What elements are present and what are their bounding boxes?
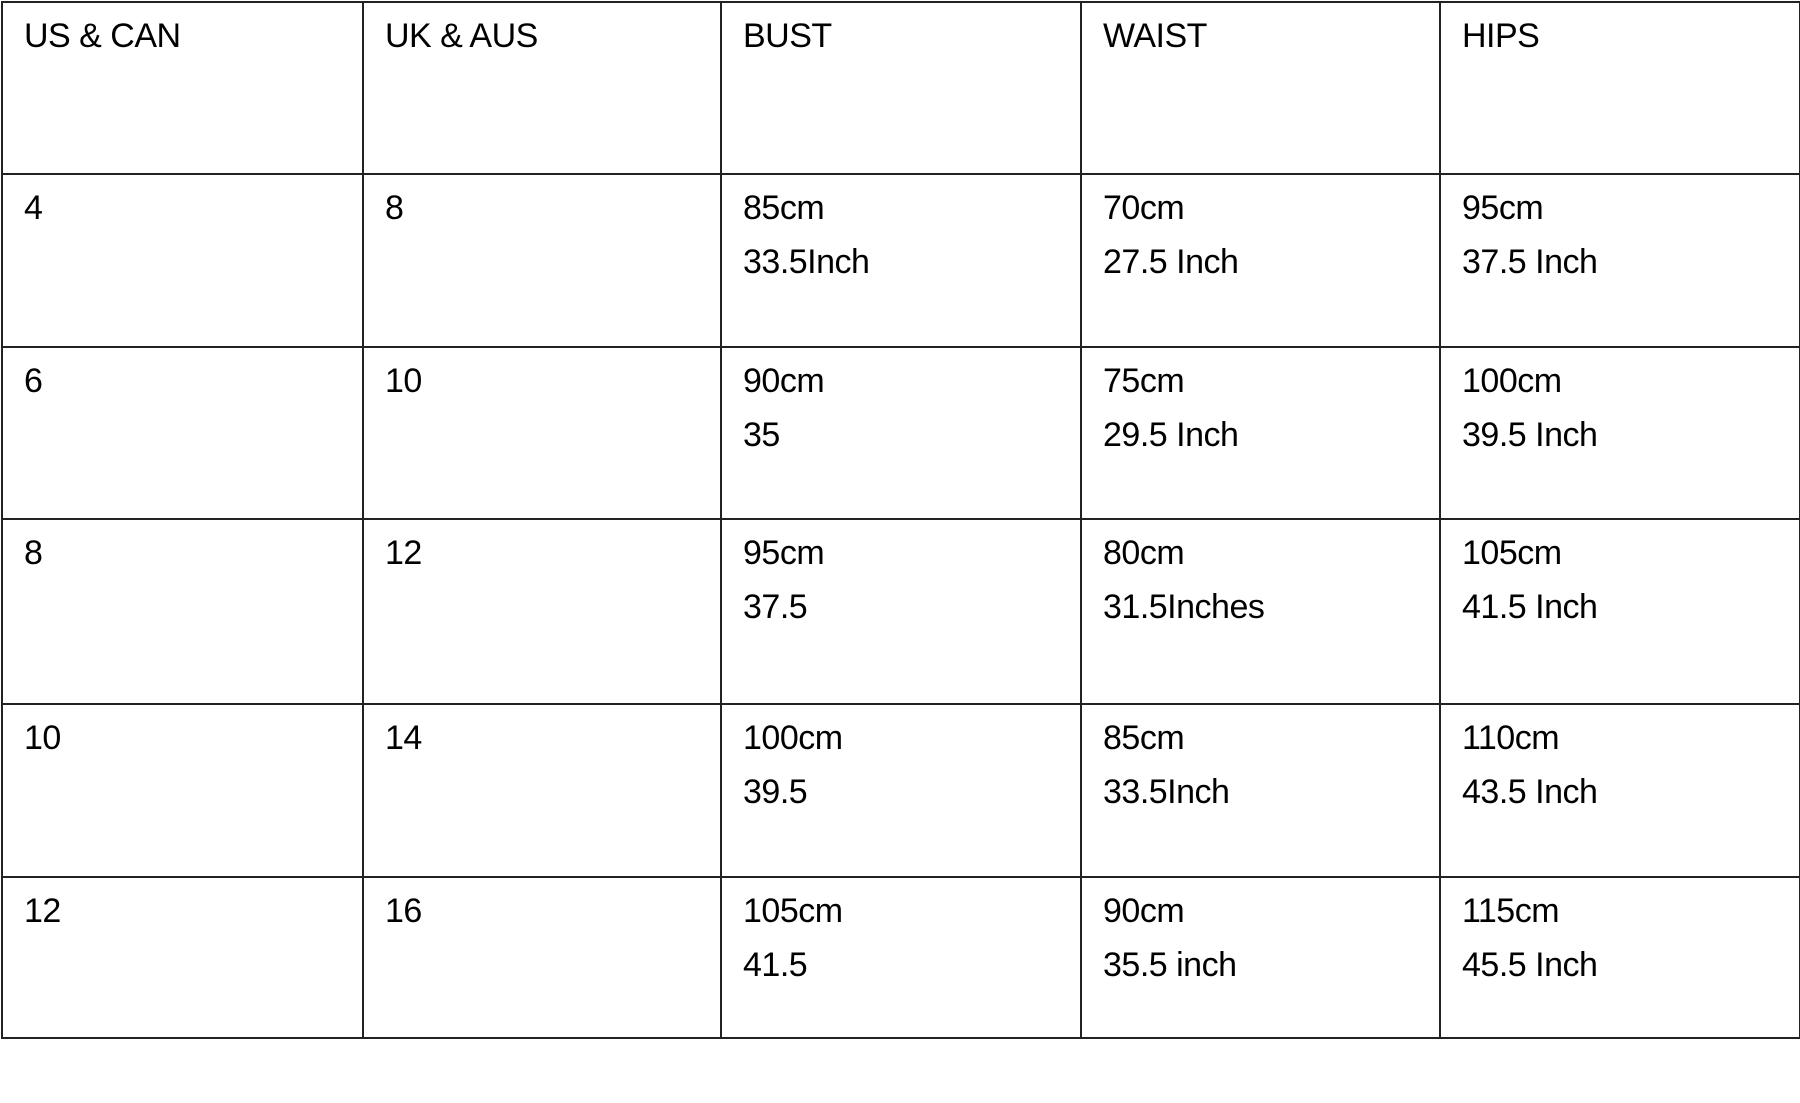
cell-uk-aus: 14 xyxy=(362,703,722,878)
cm-value: 90cm xyxy=(1103,892,1185,930)
table-row: 10 14 100cm 39.5 85cm 33.5Inch 110cm 43.5 Inch xyxy=(1,703,1800,878)
cell-bust: 85cm 33.5Inch xyxy=(720,173,1082,348)
cm-value: 75cm xyxy=(1103,362,1185,400)
cm-value: 70cm xyxy=(1103,189,1185,227)
cell-uk-aus: 10 xyxy=(362,346,722,520)
inch-value: 35 xyxy=(743,416,780,454)
inch-value: 39.5 Inch xyxy=(1462,416,1598,454)
inch-value: 43.5 Inch xyxy=(1462,773,1598,811)
cm-value: 95cm xyxy=(1462,189,1544,227)
inch-value: 41.5 xyxy=(743,946,808,984)
table-row: 12 16 105cm 41.5 90cm 35.5 inch 115cm 45.5 Inch xyxy=(1,876,1800,1039)
cell-hips: 95cm 37.5 Inch xyxy=(1439,173,1800,348)
size-value: 10 xyxy=(24,719,61,757)
cm-value: 105cm xyxy=(743,892,843,930)
size-value: 8 xyxy=(24,534,43,572)
cell-waist: 80cm 31.5Inches xyxy=(1080,518,1441,705)
cm-value: 105cm xyxy=(1462,534,1562,572)
inch-value: 33.5Inch xyxy=(743,243,870,281)
inch-value: 45.5 Inch xyxy=(1462,946,1598,984)
inch-value: 39.5 xyxy=(743,773,808,811)
size-value: 8 xyxy=(385,189,404,227)
header-row: US & CAN UK & AUS BUST WAIST HIPS xyxy=(1,1,1800,175)
header-hips: HIPS xyxy=(1439,1,1800,175)
cell-bust: 90cm 35 xyxy=(720,346,1082,520)
cell-us-can: 4 xyxy=(1,173,364,348)
cell-us-can: 8 xyxy=(1,518,364,705)
cell-waist: 75cm 29.5 Inch xyxy=(1080,346,1441,520)
size-value: 4 xyxy=(24,189,43,227)
size-chart-table: US & CAN UK & AUS BUST WAIST HIPS 4 8 85cm… xyxy=(1,1,1800,1039)
table-row: 8 12 95cm 37.5 80cm 31.5Inches 105cm 41.5 Inch xyxy=(1,518,1800,705)
header-us-can: US & CAN xyxy=(1,1,364,175)
cell-us-can: 6 xyxy=(1,346,364,520)
size-value: 14 xyxy=(385,719,422,757)
cm-value: 115cm xyxy=(1462,892,1560,930)
inch-value: 41.5 Inch xyxy=(1462,588,1598,626)
header-uk-aus: UK & AUS xyxy=(362,1,722,175)
cell-bust: 95cm 37.5 xyxy=(720,518,1082,705)
header-bust: BUST xyxy=(720,1,1082,175)
cm-value: 100cm xyxy=(743,719,843,757)
inch-value: 37.5 Inch xyxy=(1462,243,1598,281)
cell-bust: 100cm 39.5 xyxy=(720,703,1082,878)
inch-value: 29.5 Inch xyxy=(1103,416,1239,454)
inch-value: 35.5 inch xyxy=(1103,946,1237,984)
inch-value: 33.5Inch xyxy=(1103,773,1230,811)
cm-value: 80cm xyxy=(1103,534,1185,572)
header-waist: WAIST xyxy=(1080,1,1441,175)
inch-value: 31.5Inches xyxy=(1103,588,1265,626)
size-value: 16 xyxy=(385,892,422,930)
cell-us-can: 10 xyxy=(1,703,364,878)
size-value: 12 xyxy=(24,892,61,930)
cell-hips: 110cm 43.5 Inch xyxy=(1439,703,1800,878)
table-row: 6 10 90cm 35 75cm 29.5 Inch 100cm 39.5 Inch xyxy=(1,346,1800,520)
cm-value: 90cm xyxy=(743,362,825,400)
cell-us-can: 12 xyxy=(1,876,364,1039)
size-value: 10 xyxy=(385,362,422,400)
cm-value: 100cm xyxy=(1462,362,1562,400)
cell-hips: 115cm 45.5 Inch xyxy=(1439,876,1800,1039)
cell-hips: 105cm 41.5 Inch xyxy=(1439,518,1800,705)
cell-uk-aus: 16 xyxy=(362,876,722,1039)
cm-value: 95cm xyxy=(743,534,825,572)
inch-value: 27.5 Inch xyxy=(1103,243,1239,281)
size-value: 12 xyxy=(385,534,422,572)
cell-uk-aus: 12 xyxy=(362,518,722,705)
table-row: 4 8 85cm 33.5Inch 70cm 27.5 Inch 95cm 37.5 Inch xyxy=(1,173,1800,348)
cm-value: 110cm xyxy=(1462,719,1560,757)
cell-bust: 105cm 41.5 xyxy=(720,876,1082,1039)
cell-waist: 85cm 33.5Inch xyxy=(1080,703,1441,878)
cm-value: 85cm xyxy=(743,189,825,227)
cell-waist: 90cm 35.5 inch xyxy=(1080,876,1441,1039)
cm-value: 85cm xyxy=(1103,719,1185,757)
size-value: 6 xyxy=(24,362,43,400)
cell-uk-aus: 8 xyxy=(362,173,722,348)
inch-value: 37.5 xyxy=(743,588,808,626)
cell-waist: 70cm 27.5 Inch xyxy=(1080,173,1441,348)
cell-hips: 100cm 39.5 Inch xyxy=(1439,346,1800,520)
